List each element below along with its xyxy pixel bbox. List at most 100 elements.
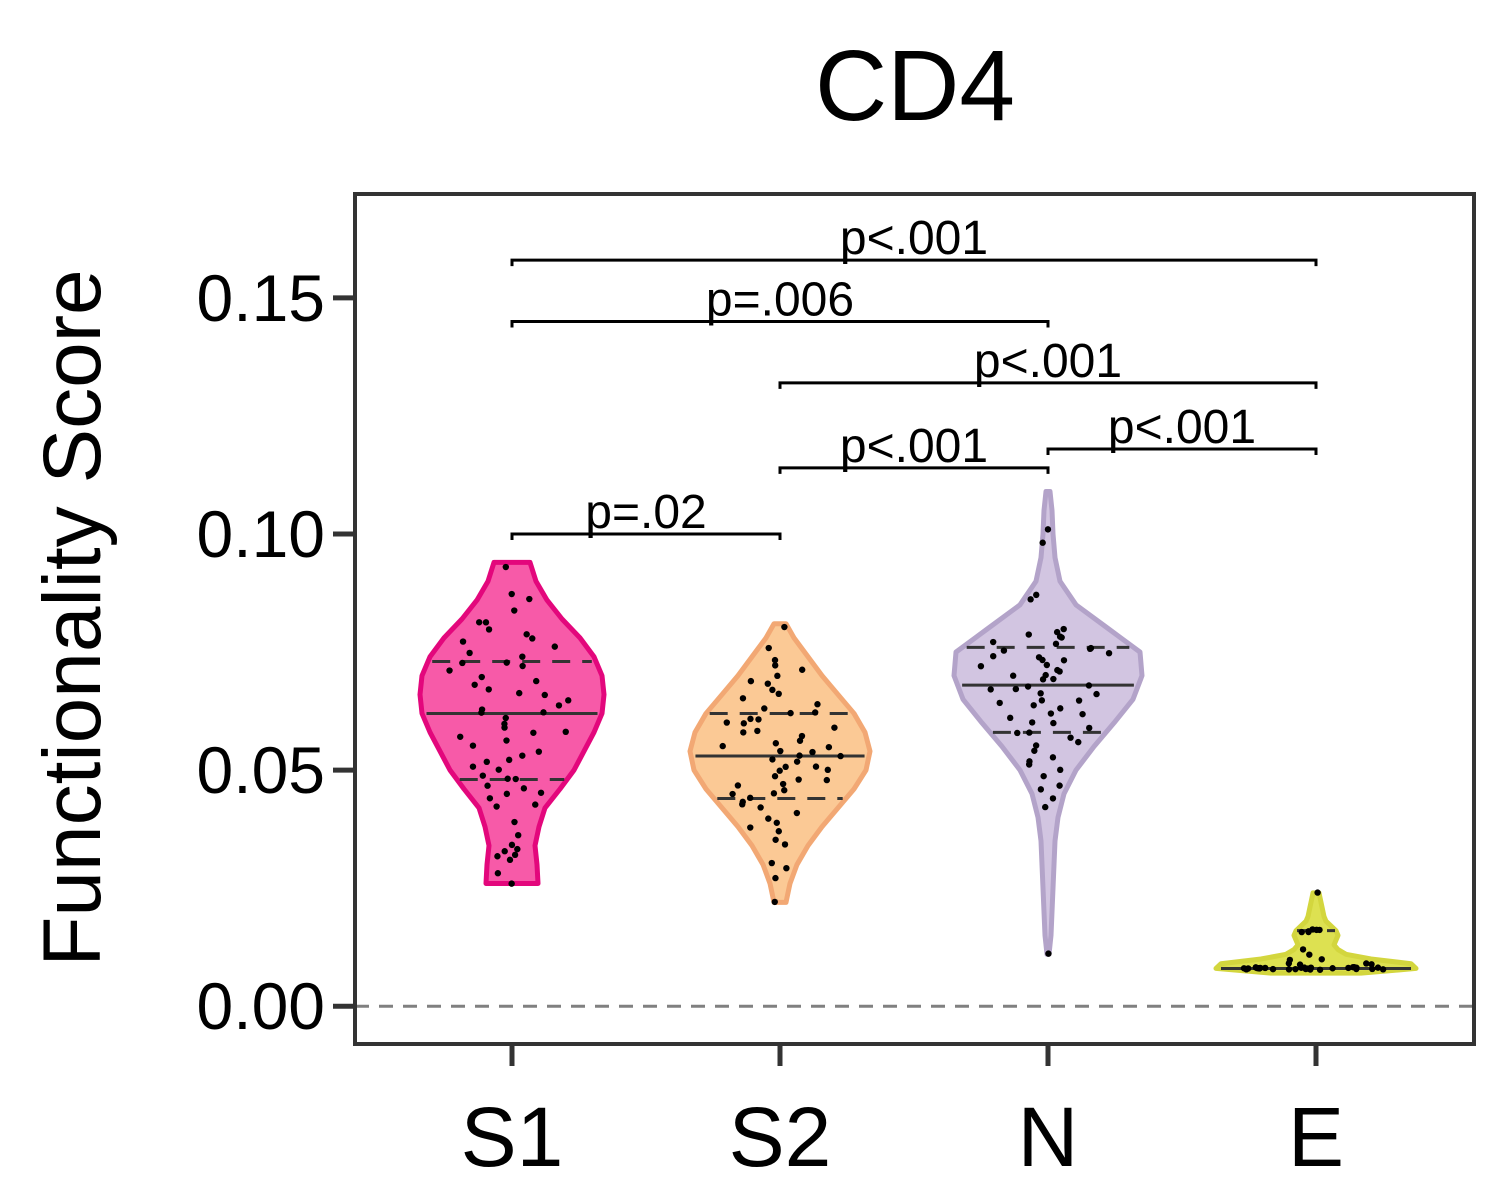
data-point: [1085, 682, 1093, 689]
bracket-line: [510, 320, 1050, 328]
data-point: [770, 790, 778, 797]
data-point: [739, 695, 747, 702]
data-point: [1006, 714, 1014, 722]
data-point: [537, 789, 545, 796]
p-value-label: p<.001: [840, 212, 988, 265]
data-point: [565, 697, 572, 704]
data-point: [506, 856, 514, 864]
data-point: [1093, 690, 1100, 698]
data-point: [516, 689, 523, 697]
data-point: [771, 898, 778, 906]
data-point: [1024, 683, 1032, 690]
data-point: [814, 701, 821, 708]
data-point: [457, 733, 464, 740]
data-point: [519, 653, 526, 660]
data-point: [502, 714, 509, 722]
data-point: [811, 709, 819, 716]
data-point: [793, 758, 801, 765]
data-point: [824, 766, 831, 774]
data-point: [1035, 654, 1043, 661]
data-point: [1058, 634, 1065, 641]
data-point: [764, 680, 772, 687]
data-point: [505, 756, 513, 764]
data-point: [1032, 742, 1040, 749]
data-point: [551, 643, 558, 650]
data-point: [459, 638, 467, 645]
data-point: [504, 775, 511, 782]
data-point: [989, 638, 997, 646]
data-point: [555, 702, 563, 709]
data-point: [1050, 719, 1057, 727]
data-point: [775, 828, 782, 835]
data-point: [1045, 950, 1052, 957]
data-point: [740, 720, 748, 727]
data-point: [1028, 719, 1036, 726]
data-point: [754, 727, 761, 735]
data-point: [740, 729, 747, 736]
p-value-label: p=.006: [706, 274, 854, 327]
data-point: [1318, 956, 1325, 963]
data-point: [540, 709, 547, 716]
data-point: [1030, 702, 1037, 709]
violin-body: [951, 489, 1145, 957]
data-point: [1040, 772, 1047, 780]
data-point: [1243, 966, 1250, 973]
significance-bracket: p<.001: [510, 212, 1318, 267]
data-point: [1025, 631, 1032, 638]
data-point: [503, 737, 510, 744]
data-point: [562, 728, 569, 736]
data-point: [501, 848, 508, 855]
data-point: [1286, 956, 1294, 964]
y-tick-label: 0.15: [197, 261, 325, 335]
data-point: [1033, 591, 1040, 599]
data-point: [532, 801, 539, 808]
data-point: [541, 691, 548, 699]
data-point: [478, 673, 485, 681]
violin-s2: [687, 621, 873, 906]
p-value-label: p<.001: [1108, 401, 1256, 454]
plot-frame: [353, 192, 1476, 1046]
p-value-label: p<.001: [974, 335, 1122, 388]
data-point: [482, 619, 490, 626]
data-point: [514, 845, 521, 853]
data-point: [1037, 690, 1044, 697]
data-point: [1047, 710, 1055, 717]
data-point: [519, 662, 526, 670]
significance-bracket: p=.02: [510, 486, 782, 540]
data-point: [1039, 539, 1046, 546]
data-point: [1302, 965, 1309, 973]
data-point: [1060, 657, 1068, 664]
data-point: [977, 662, 985, 670]
data-point: [765, 815, 772, 822]
significance-bracket: p<.001: [1046, 401, 1318, 455]
p-value-label: p<.001: [840, 420, 988, 473]
data-point: [1374, 964, 1382, 971]
x-tick-label: E: [1288, 1090, 1344, 1184]
data-point: [1014, 729, 1021, 737]
data-point: [1060, 625, 1067, 633]
data-point: [1027, 596, 1034, 603]
data-point: [747, 677, 755, 685]
data-point: [769, 756, 776, 763]
data-point: [466, 649, 473, 657]
data-point: [1000, 647, 1008, 654]
data-point: [535, 748, 543, 755]
data-point: [533, 677, 540, 685]
data-point: [1038, 697, 1046, 704]
data-point: [485, 686, 492, 693]
data-point: [485, 626, 493, 633]
data-point: [747, 715, 754, 723]
violin-e: [1213, 889, 1419, 976]
data-point: [494, 870, 502, 877]
data-point: [484, 782, 491, 789]
data-point: [765, 644, 772, 652]
significance-bracket: p<.001: [778, 335, 1318, 389]
x-tick-label: S2: [729, 1090, 832, 1184]
data-point: [823, 776, 831, 784]
data-point: [502, 563, 510, 571]
data-point: [782, 763, 789, 771]
x-tick-label: S1: [461, 1090, 564, 1184]
data-point: [809, 748, 816, 756]
violin-s1: [417, 559, 607, 887]
data-point: [1037, 786, 1045, 793]
